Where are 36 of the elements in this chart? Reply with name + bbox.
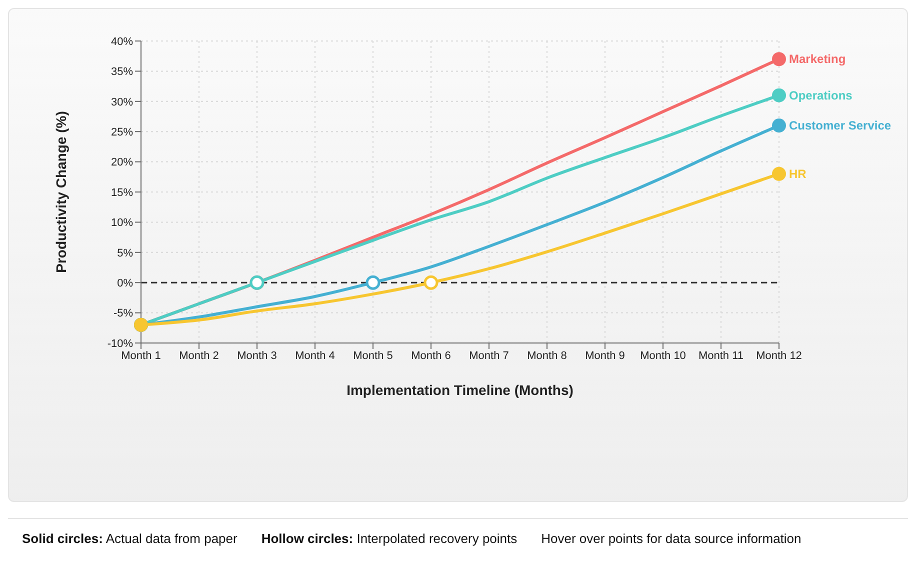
series-label: Customer Service (789, 118, 892, 133)
x-tick-label: Month 9 (585, 350, 625, 362)
y-tick-label: 35% (110, 66, 134, 78)
text: Hollow circles: Interpolated recovery points (261, 531, 518, 546)
x-tick-label: Month 8 (527, 350, 567, 362)
x-axis-title: Implementation Timeline (Months) (346, 382, 574, 398)
y-tick-label: 15% (110, 186, 134, 199)
y-tick-label: 20% (110, 156, 134, 169)
x-tick-label: Month 2 (179, 350, 219, 362)
point (772, 118, 786, 133)
x-tick-label: Month 3 (237, 350, 277, 362)
point (772, 52, 786, 66)
x-tick-label: Month 7 (469, 350, 509, 362)
text: Hover over points for data source information (541, 531, 802, 546)
y-tick-label: 40% (110, 36, 134, 48)
x-tick-label: Month 11 (698, 350, 744, 362)
x-tick-label: Month 5 (353, 350, 393, 362)
series-label: Marketing (789, 52, 846, 66)
x-tick-label: Month 12 (756, 350, 802, 362)
y-tick-label: -5% (113, 308, 134, 320)
x-tick-label: Month 6 (411, 350, 451, 362)
text: Solid circles: Actual data from paper (22, 531, 238, 546)
point (772, 166, 786, 181)
x-tick-label: Month 4 (295, 350, 335, 362)
y-tick-label: 30% (110, 96, 134, 108)
y-tick-label: -10% (107, 338, 134, 350)
y-tick-label: 5% (117, 247, 134, 260)
series-label: HR (789, 166, 807, 181)
y-axis-title: Productivity Change (%) (52, 111, 69, 273)
point (772, 88, 786, 102)
series-label: Operations (789, 88, 853, 102)
x-tick-label: Month 1 (121, 350, 161, 362)
y-tick-label: 25% (110, 126, 134, 139)
y-tick-label: 0% (117, 278, 134, 290)
y-tick-label: 10% (110, 217, 134, 230)
x-tick-label: Month 10 (640, 350, 686, 362)
